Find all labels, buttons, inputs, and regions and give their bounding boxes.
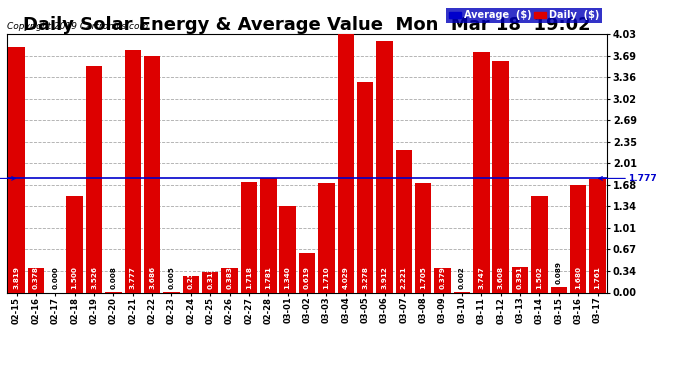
Text: 0.383: 0.383 — [226, 266, 233, 289]
Text: 1.718: 1.718 — [246, 266, 252, 289]
Text: 3.747: 3.747 — [478, 267, 484, 289]
Bar — [8, 47, 25, 292]
Bar — [86, 66, 102, 292]
Bar — [299, 253, 315, 292]
Text: 3.526: 3.526 — [91, 266, 97, 289]
Bar — [202, 272, 219, 292]
Bar — [435, 268, 451, 292]
Text: 3.912: 3.912 — [382, 266, 388, 289]
Bar — [493, 61, 509, 292]
Text: Copyright 2019 Cartronics.com: Copyright 2019 Cartronics.com — [7, 22, 148, 31]
Bar — [589, 179, 606, 292]
Text: 0.008: 0.008 — [110, 266, 117, 289]
Text: 4.029: 4.029 — [343, 266, 348, 289]
Text: 1.340: 1.340 — [285, 267, 290, 289]
Bar — [241, 182, 257, 292]
Text: 0.391: 0.391 — [517, 266, 523, 289]
Bar — [473, 52, 490, 292]
Title: Daily Solar Energy & Average Value  Mon  Mar 18  19:02: Daily Solar Energy & Average Value Mon M… — [23, 16, 591, 34]
Text: 0.000: 0.000 — [52, 267, 59, 289]
Text: 3.777: 3.777 — [130, 267, 136, 289]
Text: 1.500: 1.500 — [72, 266, 78, 289]
Text: 1.777: 1.777 — [599, 174, 657, 183]
Text: 2.221: 2.221 — [401, 267, 407, 289]
Text: 0.378: 0.378 — [33, 266, 39, 289]
Text: 1.781: 1.781 — [266, 266, 271, 289]
Bar — [221, 268, 238, 292]
Text: 1.705: 1.705 — [420, 266, 426, 289]
Text: 0.313: 0.313 — [207, 267, 213, 289]
Bar — [66, 196, 83, 292]
Text: 0.255: 0.255 — [188, 266, 194, 289]
Bar — [260, 178, 277, 292]
Text: 1.777: 1.777 — [0, 174, 15, 183]
Bar — [551, 287, 567, 292]
Bar — [512, 267, 529, 292]
Bar — [376, 41, 393, 292]
Bar — [357, 82, 373, 292]
Text: 0.005: 0.005 — [168, 266, 175, 289]
Text: 0.089: 0.089 — [555, 261, 562, 284]
Bar — [279, 207, 296, 292]
Text: 1.680: 1.680 — [575, 266, 581, 289]
Bar — [183, 276, 199, 292]
Text: 3.819: 3.819 — [14, 266, 19, 289]
Text: 3.686: 3.686 — [149, 266, 155, 289]
Bar — [570, 184, 586, 292]
Bar — [415, 183, 431, 292]
Text: 3.608: 3.608 — [497, 266, 504, 289]
Bar — [124, 50, 141, 292]
Bar — [337, 34, 354, 292]
Text: 1.761: 1.761 — [595, 266, 600, 289]
Bar — [144, 56, 160, 292]
Text: 1.502: 1.502 — [536, 266, 542, 289]
Bar — [318, 183, 335, 292]
Bar — [531, 196, 548, 292]
Text: 3.278: 3.278 — [362, 266, 368, 289]
Text: 0.002: 0.002 — [459, 266, 465, 289]
Bar — [28, 268, 44, 292]
Legend: Average  ($), Daily  ($): Average ($), Daily ($) — [446, 8, 602, 23]
Text: 1.710: 1.710 — [324, 267, 329, 289]
Bar — [395, 150, 412, 292]
Text: 0.619: 0.619 — [304, 266, 310, 289]
Text: 0.379: 0.379 — [440, 266, 446, 289]
